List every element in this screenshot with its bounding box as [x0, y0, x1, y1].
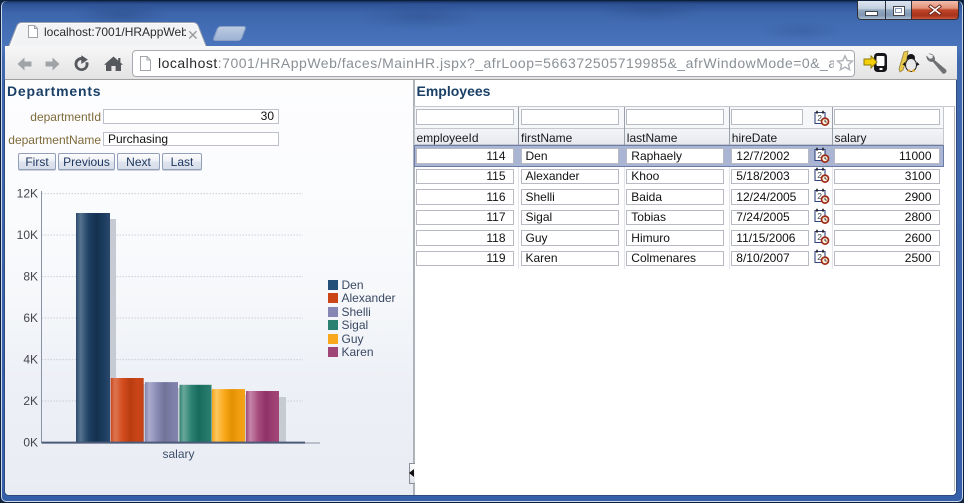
- svg-text:6K: 6K: [23, 311, 38, 325]
- svg-text:2K: 2K: [23, 394, 38, 408]
- svg-text:12K: 12K: [17, 187, 38, 201]
- svg-text:0K: 0K: [23, 436, 38, 450]
- svg-text:4K: 4K: [23, 353, 38, 367]
- svg-text:2: 2: [817, 113, 822, 123]
- svg-text:salary: salary: [162, 447, 194, 461]
- svg-text:10K: 10K: [17, 228, 38, 242]
- svg-text:2: 2: [817, 232, 822, 242]
- svg-text:2: 2: [817, 150, 822, 160]
- svg-text:2: 2: [817, 211, 822, 221]
- svg-text:8K: 8K: [23, 270, 38, 284]
- svg-text:2: 2: [817, 170, 822, 180]
- svg-text:2: 2: [817, 191, 822, 201]
- svg-text:2: 2: [817, 252, 822, 262]
